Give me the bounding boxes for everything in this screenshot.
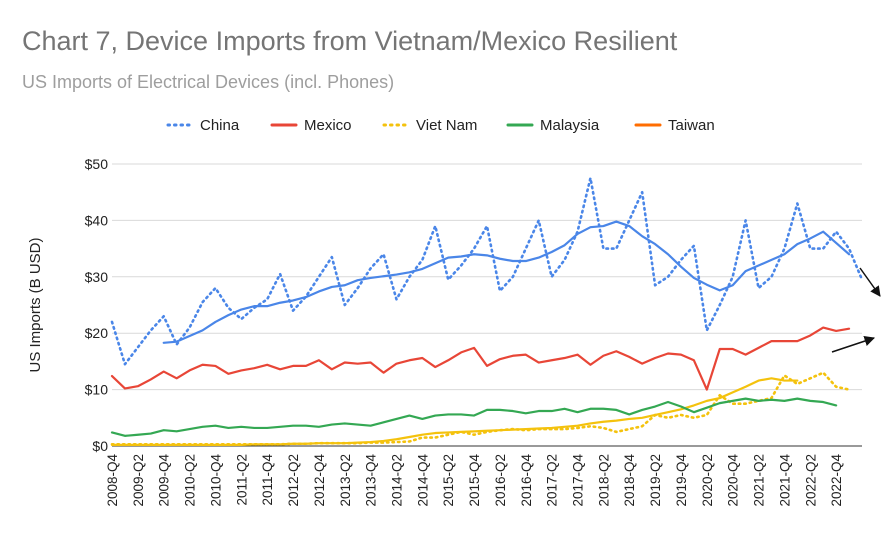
x-tick-label: 2011-Q4 [260, 454, 275, 506]
series-line-malaysia [110, 397, 838, 437]
x-tick-label: 2014-Q4 [415, 454, 430, 507]
x-tick-label: 2015-Q2 [441, 454, 456, 507]
x-tick-label: 2021-Q2 [752, 454, 767, 507]
x-tick-label: 2022-Q2 [803, 454, 818, 507]
legend-label: China [200, 117, 240, 134]
y-tick-label: $50 [85, 156, 109, 172]
y-axis-label: US Imports (B USD) [27, 237, 44, 372]
legend-label: Viet Nam [416, 117, 477, 134]
annotation-arrows [831, 267, 881, 353]
y-tick-label: $30 [85, 269, 109, 285]
x-tick-label: 2020-Q2 [700, 454, 715, 507]
series-line-china-trend [162, 220, 851, 344]
x-tick-label: 2018-Q4 [622, 454, 637, 507]
x-tick-label: 2013-Q4 [364, 454, 379, 507]
series-line-china [110, 176, 864, 366]
legend-label: Taiwan [668, 117, 715, 134]
x-tick-label: 2021-Q4 [777, 454, 792, 507]
x-tick-label: 2022-Q4 [829, 454, 844, 507]
y-tick-label: $0 [92, 438, 108, 454]
x-tick-label: 2016-Q4 [519, 454, 534, 507]
x-tick-label: 2009-Q4 [157, 454, 172, 507]
chart-title: Chart 7, Device Imports from Vietnam/Mex… [22, 26, 678, 56]
chart-subtitle: US Imports of Electrical Devices (incl. … [22, 72, 395, 92]
series-line-mexico [110, 326, 851, 391]
x-tick-label: 2016-Q2 [493, 454, 508, 507]
x-tick-label: 2018-Q2 [596, 454, 611, 507]
x-tick-label: 2015-Q4 [467, 454, 482, 507]
series-lines [110, 176, 864, 446]
arrow-up-right-icon [831, 336, 875, 353]
x-tick-label: 2011-Q2 [234, 454, 249, 506]
arrow-down-right-icon [859, 267, 881, 297]
y-tick-label: $20 [85, 325, 109, 341]
series-line-viet-nam-trend [110, 377, 799, 446]
x-tick-label: 2013-Q2 [338, 454, 353, 507]
legend-label: Mexico [304, 117, 352, 134]
x-tick-label: 2012-Q2 [286, 454, 301, 507]
x-tick-label: 2020-Q4 [726, 454, 741, 507]
y-axis-ticks: $0 $10 $20 $30 $40 $50 [85, 156, 109, 454]
y-tick-label: $10 [85, 382, 109, 398]
x-tick-label: 2019-Q2 [648, 454, 663, 507]
x-tick-label: 2017-Q2 [545, 454, 560, 507]
series-line-viet-nam [110, 371, 851, 446]
x-tick-label: 2010-Q2 [183, 454, 198, 507]
x-tick-label: 2010-Q4 [208, 454, 223, 507]
x-tick-label: 2012-Q4 [312, 454, 327, 507]
x-tick-label: 2017-Q4 [571, 454, 586, 507]
x-tick-label: 2014-Q2 [389, 454, 404, 507]
legend-label: Malaysia [540, 117, 600, 134]
y-tick-label: $40 [85, 212, 109, 228]
x-tick-label: 2009-Q2 [131, 454, 146, 507]
x-tick-label: 2019-Q4 [674, 454, 689, 507]
x-tick-label: 2008-Q4 [105, 454, 120, 507]
x-axis-ticks: 2008-Q4 2009-Q2 2009-Q4 2010-Q2 2010-Q4 2011-… [105, 454, 844, 507]
legend: China Mexico Viet Nam Malaysia Taiwan [166, 117, 715, 134]
